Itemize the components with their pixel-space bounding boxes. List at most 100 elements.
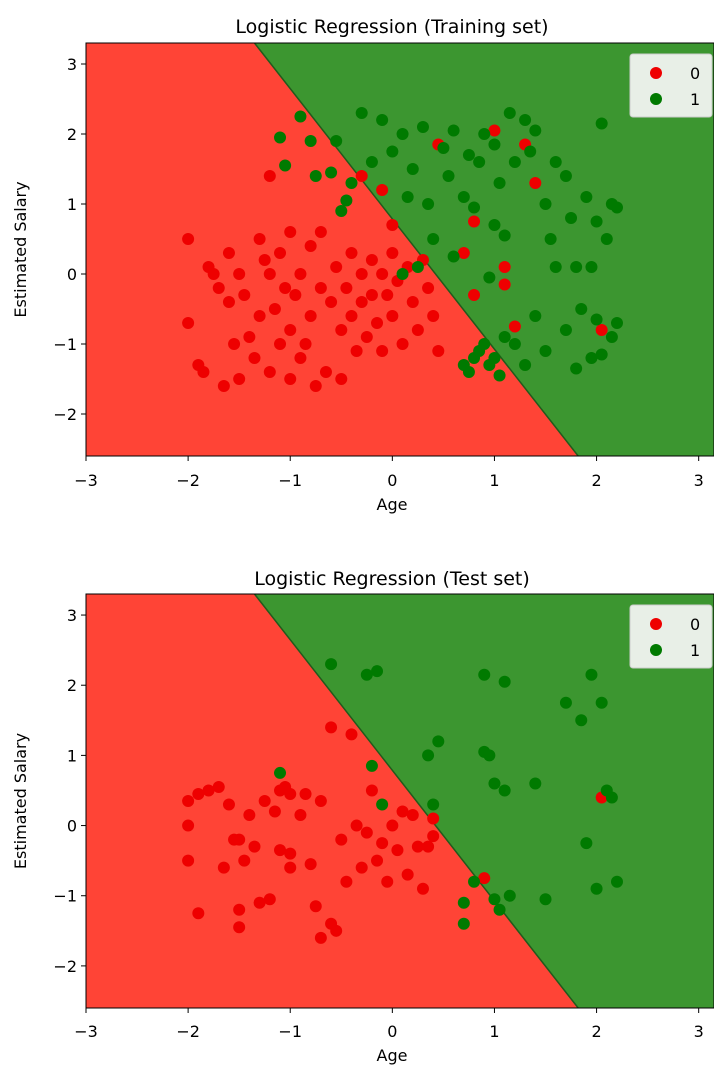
data-point-class-1 [437,142,450,154]
data-point-class-1 [498,229,511,242]
data-point-class-0 [182,854,195,867]
y-tick-label: 1 [67,195,77,214]
data-point-class-0 [309,900,322,913]
data-point-class-0 [325,721,338,734]
data-point-class-1 [595,117,608,130]
data-point-class-1 [559,324,572,336]
x-tick-label: −2 [176,1022,200,1041]
data-point-class-0 [411,840,424,853]
data-point-class-1 [570,362,583,375]
data-point-class-0 [233,903,246,916]
data-point-class-0 [325,296,338,308]
data-point-class-1 [330,135,343,147]
data-point-class-1 [524,145,537,158]
data-point-class-1 [365,759,378,772]
data-point-class-0 [263,170,276,182]
data-point-class-0 [355,296,368,308]
data-point-class-1 [478,128,491,140]
data-point-class-0 [401,868,414,881]
data-point-class-1 [539,345,552,357]
data-point-class-0 [350,819,363,832]
data-point-class-0 [207,268,220,280]
data-point-class-0 [371,854,384,867]
data-point-class-0 [192,907,205,920]
data-point-class-1 [585,668,598,681]
data-point-class-1 [279,159,292,172]
data-point-class-0 [371,317,384,329]
legend-marker-0 [650,67,662,79]
plot-area [86,43,714,456]
data-point-class-0 [345,247,358,259]
data-point-class-0 [294,268,307,280]
legend-marker-0 [650,618,662,630]
data-point-class-1 [274,131,287,144]
data-point-class-0 [243,809,256,822]
data-point-class-0 [340,875,353,888]
x-axis-label: Age [377,1046,408,1065]
data-point-class-1 [600,233,613,245]
data-point-class-1 [274,766,287,779]
data-point-class-1 [498,675,511,688]
x-tick-label: 2 [591,1022,601,1041]
data-point-class-0 [294,809,307,822]
data-point-class-1 [422,198,435,210]
data-point-class-0 [253,233,266,245]
data-point-class-1 [565,212,578,224]
legend-label-1: 1 [690,90,700,109]
data-point-class-1 [559,170,572,182]
data-point-class-0 [274,844,287,857]
data-point-class-0 [233,833,246,846]
data-point-class-0 [182,317,195,329]
data-point-class-1 [468,875,481,888]
data-point-class-0 [427,310,440,322]
legend: 01 [629,53,713,118]
data-point-class-0 [432,345,445,357]
data-point-class-0 [345,728,358,741]
data-point-class-1 [371,665,384,678]
data-point-class-1 [595,696,608,709]
data-point-class-0 [427,812,440,825]
data-point-class-1 [325,166,338,179]
data-point-class-0 [411,324,424,336]
decision-boundary [253,43,579,456]
data-point-class-1 [488,352,501,364]
data-point-class-0 [263,268,276,280]
axes-frame [85,42,714,457]
x-tick-label: 0 [387,1022,397,1041]
data-point-class-1 [544,233,557,245]
data-point-class-0 [202,784,215,797]
data-point-class-0 [304,240,317,252]
legend-label-0: 0 [690,615,700,634]
data-point-class-1 [309,170,322,182]
data-point-class-1 [539,893,552,906]
data-point-class-0 [233,921,246,934]
series-1 [274,658,623,930]
data-point-class-0 [319,366,332,378]
data-point-class-1 [478,668,491,681]
data-point-class-1 [580,837,593,850]
data-point-class-1 [508,338,521,350]
data-point-class-0 [376,268,389,280]
data-point-class-0 [299,787,312,800]
x-tick-label: 0 [387,471,397,490]
data-point-class-0 [376,184,389,196]
data-point-class-0 [289,289,302,301]
y-tick-label: 3 [67,55,77,74]
x-tick-label: −2 [176,471,200,490]
data-point-class-0 [233,373,246,385]
data-point-class-0 [238,289,251,301]
plot-area [86,594,714,1008]
data-point-class-0 [284,324,297,336]
data-point-class-0 [355,170,368,182]
data-point-class-0 [330,261,343,273]
legend-label-1: 1 [690,641,700,660]
y-tick-label: 1 [67,746,77,765]
axes-frame [85,593,714,1009]
data-point-class-1 [376,114,389,126]
data-point-class-0 [468,215,481,228]
data-point-class-0 [335,373,348,385]
data-point-class-0 [396,805,409,818]
data-point-class-1 [493,177,506,189]
